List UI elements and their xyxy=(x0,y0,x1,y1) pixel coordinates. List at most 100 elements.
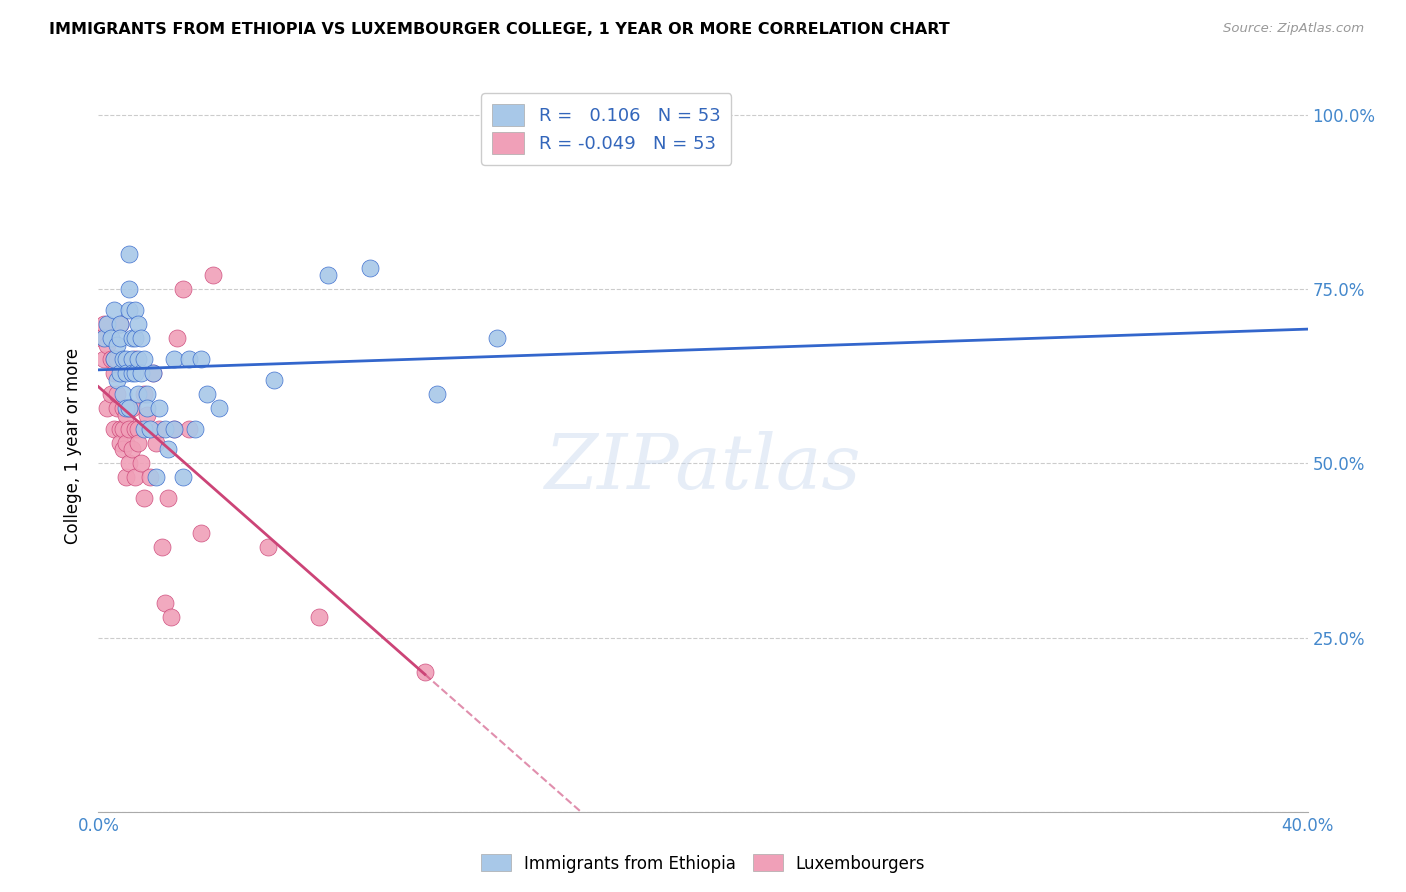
Point xyxy=(105,386,128,401)
Point xyxy=(486,331,509,345)
Text: IMMIGRANTS FROM ETHIOPIA VS LUXEMBOURGER COLLEGE, 1 YEAR OR MORE CORRELATION CHA: IMMIGRANTS FROM ETHIOPIA VS LUXEMBOURGER… xyxy=(49,22,950,37)
Point xyxy=(118,401,141,415)
Y-axis label: College, 1 year or more: College, 1 year or more xyxy=(65,348,83,544)
Point xyxy=(263,373,285,387)
Point xyxy=(127,421,149,435)
Point xyxy=(124,421,146,435)
Point xyxy=(172,282,194,296)
Point xyxy=(108,435,131,450)
Point xyxy=(103,303,125,318)
Point xyxy=(256,540,278,554)
Point xyxy=(190,351,212,366)
Point xyxy=(103,366,125,380)
Point xyxy=(135,401,157,415)
Point xyxy=(90,331,112,345)
Point xyxy=(105,351,128,366)
Point xyxy=(142,366,165,380)
Point xyxy=(96,338,118,352)
Point xyxy=(108,421,131,435)
Point xyxy=(195,386,218,401)
Point xyxy=(124,351,146,366)
Point xyxy=(163,421,186,435)
Point xyxy=(153,596,176,610)
Point xyxy=(129,331,152,345)
Point xyxy=(100,386,122,401)
Point xyxy=(142,366,165,380)
Point xyxy=(184,421,207,435)
Point xyxy=(118,401,141,415)
Point xyxy=(96,317,118,331)
Point xyxy=(114,435,136,450)
Point xyxy=(124,470,146,484)
Point xyxy=(103,351,125,366)
Point xyxy=(108,317,131,331)
Point xyxy=(127,351,149,366)
Point xyxy=(413,665,436,680)
Point xyxy=(100,331,122,345)
Point xyxy=(148,401,170,415)
Point xyxy=(145,435,167,450)
Point xyxy=(127,386,149,401)
Point xyxy=(121,331,143,345)
Point xyxy=(132,386,155,401)
Point xyxy=(139,421,162,435)
Text: ZIPatlas: ZIPatlas xyxy=(544,431,862,505)
Point xyxy=(118,457,141,471)
Legend: R =   0.106   N = 53, R = -0.049   N = 53: R = 0.106 N = 53, R = -0.049 N = 53 xyxy=(481,93,731,165)
Point xyxy=(163,351,186,366)
Point xyxy=(118,303,141,318)
Point xyxy=(93,317,115,331)
Point xyxy=(145,470,167,484)
Point xyxy=(139,470,162,484)
Point xyxy=(202,268,225,283)
Point xyxy=(108,317,131,331)
Point xyxy=(135,408,157,422)
Point xyxy=(156,491,179,506)
Point xyxy=(93,331,115,345)
Point xyxy=(114,351,136,366)
Point xyxy=(179,351,201,366)
Point xyxy=(153,421,176,435)
Point xyxy=(114,366,136,380)
Point xyxy=(160,609,183,624)
Point xyxy=(121,401,143,415)
Point xyxy=(118,282,141,296)
Point xyxy=(124,331,146,345)
Point xyxy=(150,540,173,554)
Point xyxy=(111,401,134,415)
Legend: Immigrants from Ethiopia, Luxembourgers: Immigrants from Ethiopia, Luxembourgers xyxy=(474,847,932,880)
Point xyxy=(124,303,146,318)
Point xyxy=(118,247,141,261)
Point xyxy=(208,401,231,415)
Point xyxy=(103,421,125,435)
Point xyxy=(111,351,134,366)
Point xyxy=(172,470,194,484)
Point xyxy=(114,470,136,484)
Point xyxy=(163,421,186,435)
Point xyxy=(316,268,339,283)
Text: Source: ZipAtlas.com: Source: ZipAtlas.com xyxy=(1223,22,1364,36)
Point xyxy=(111,421,134,435)
Point xyxy=(105,401,128,415)
Point xyxy=(132,421,155,435)
Point xyxy=(114,401,136,415)
Point xyxy=(105,373,128,387)
Point xyxy=(118,421,141,435)
Point xyxy=(103,351,125,366)
Point xyxy=(108,366,131,380)
Point xyxy=(129,457,152,471)
Point xyxy=(124,366,146,380)
Point xyxy=(148,421,170,435)
Point xyxy=(190,526,212,541)
Point xyxy=(93,351,115,366)
Point xyxy=(135,386,157,401)
Point xyxy=(105,338,128,352)
Point xyxy=(111,386,134,401)
Point xyxy=(121,366,143,380)
Point xyxy=(96,401,118,415)
Point xyxy=(132,351,155,366)
Point xyxy=(100,351,122,366)
Point xyxy=(166,331,188,345)
Point xyxy=(132,491,155,506)
Point xyxy=(156,442,179,457)
